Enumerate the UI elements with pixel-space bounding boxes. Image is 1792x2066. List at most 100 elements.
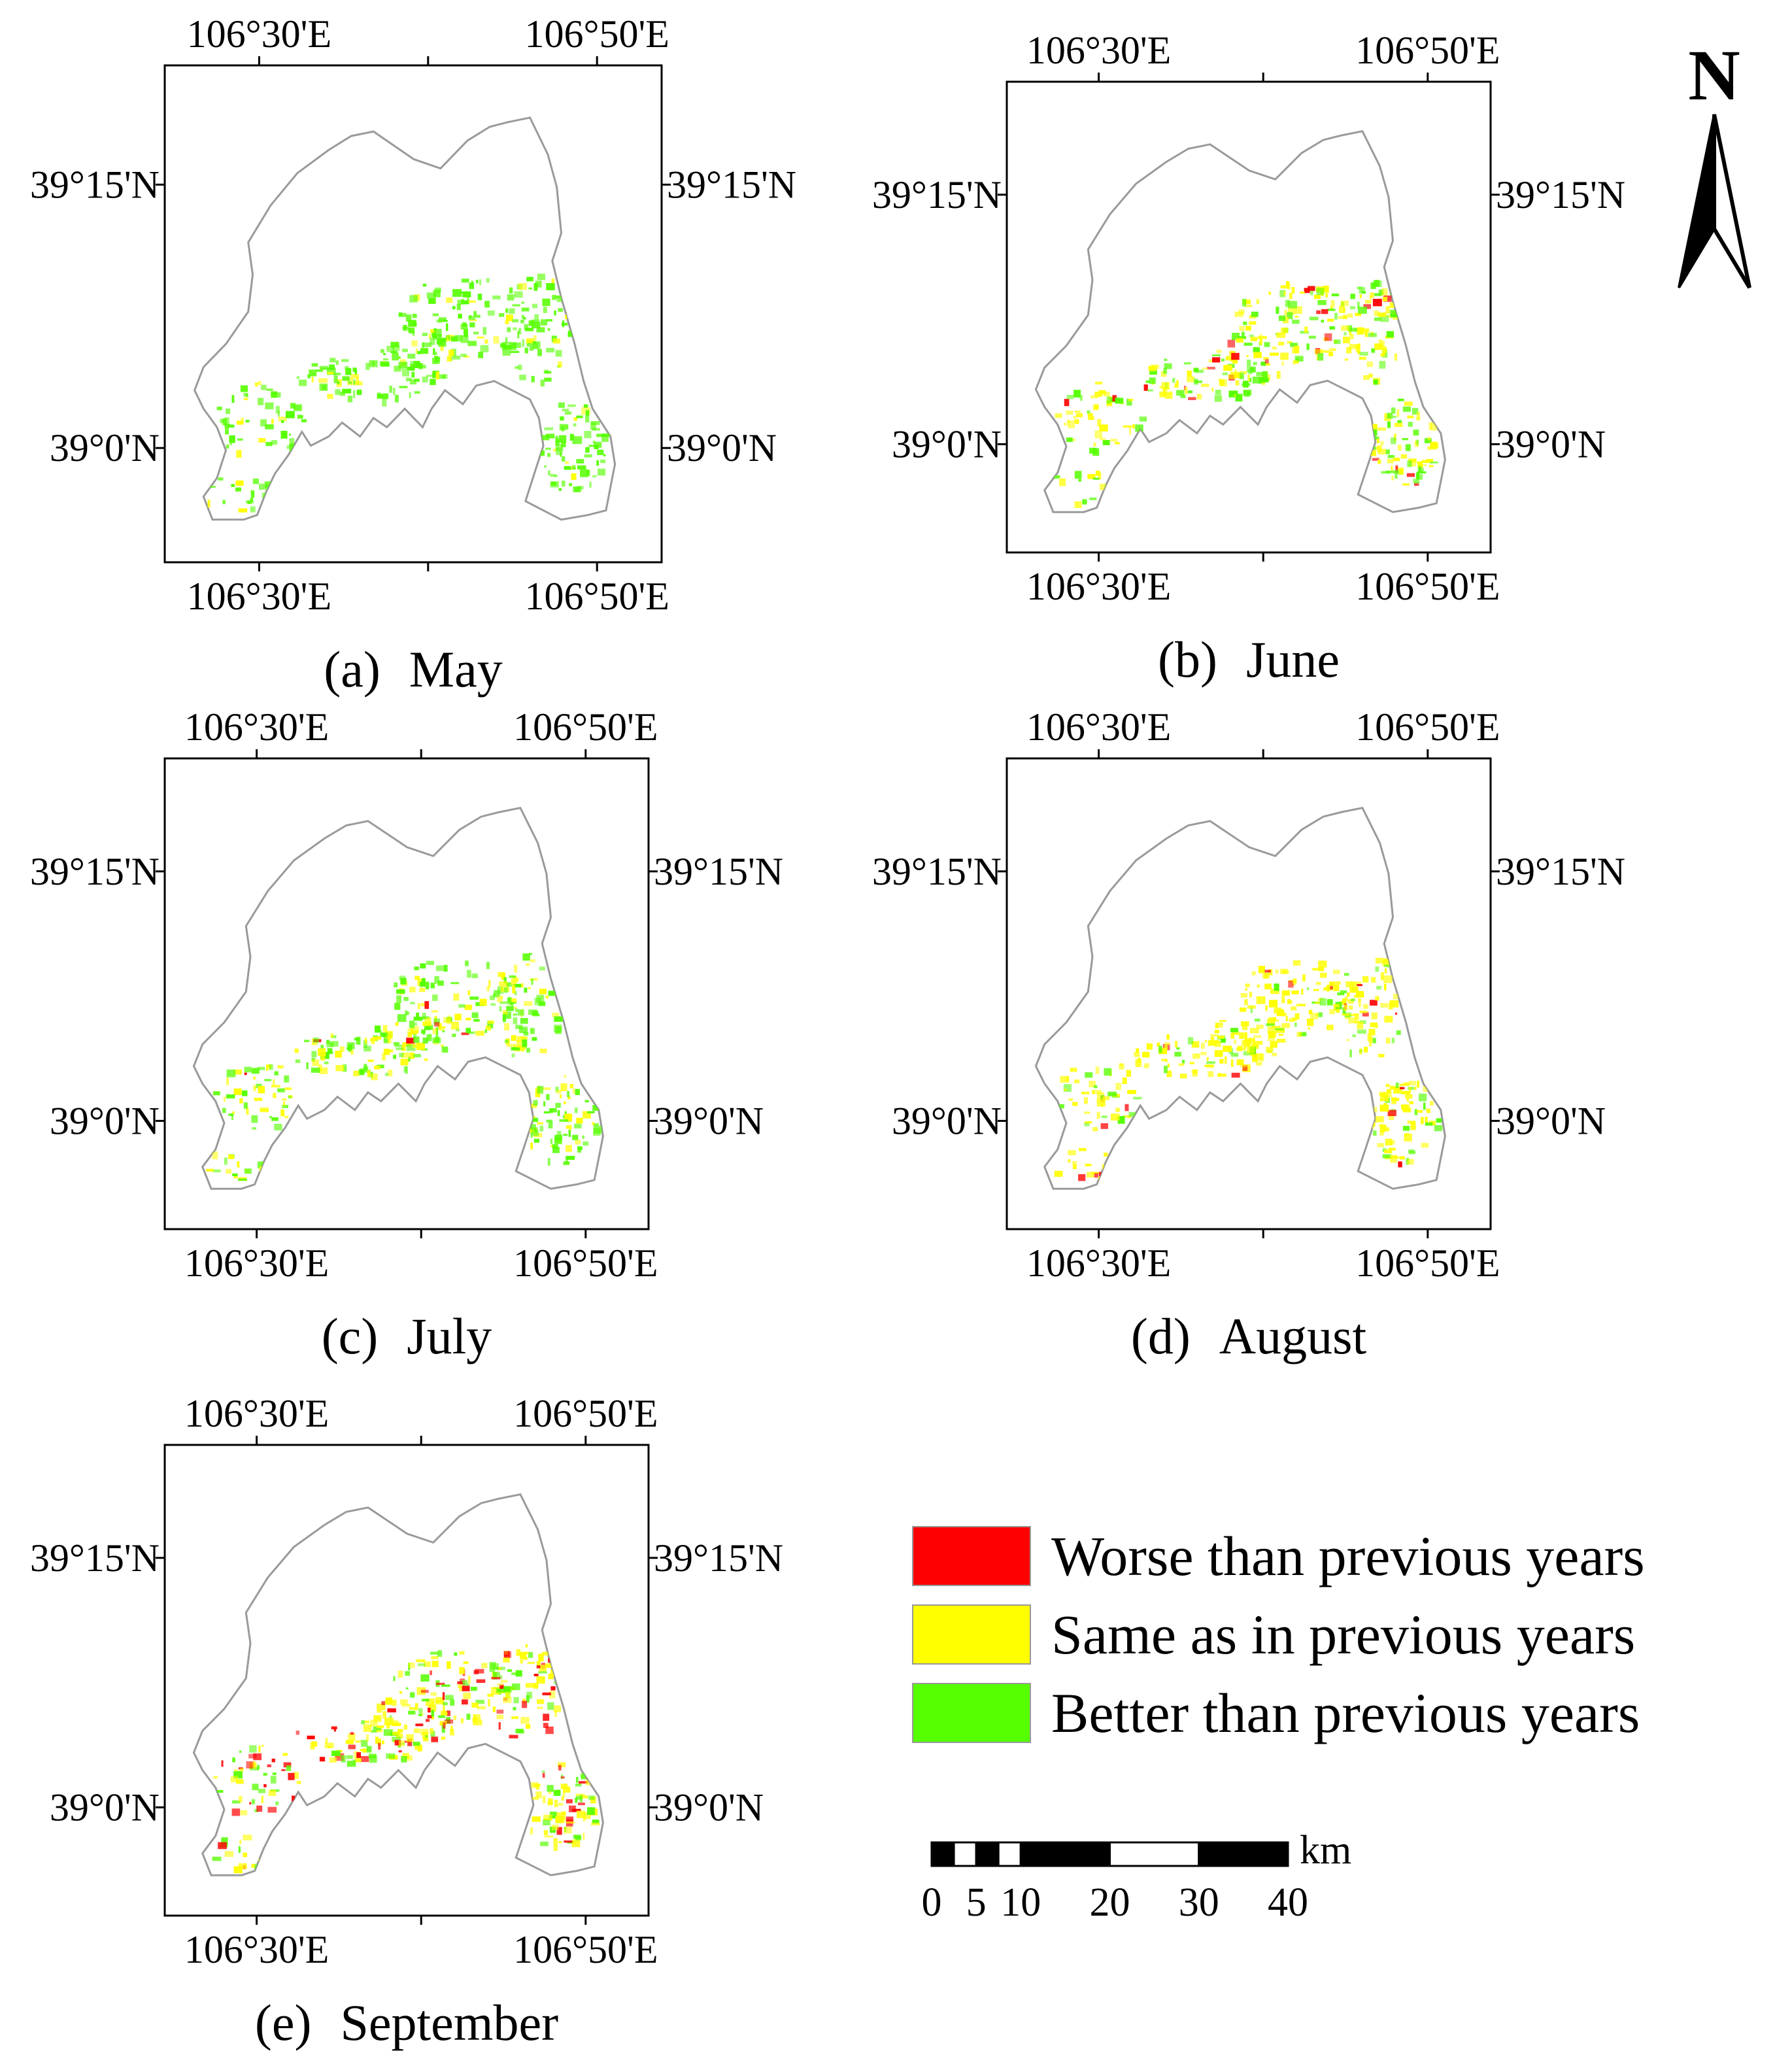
crop-patch [1068, 420, 1075, 428]
lat-label-right: 39°0'N [1496, 422, 1606, 466]
crop-patch [502, 1009, 508, 1015]
crop-patch [536, 1676, 545, 1684]
lat-label-right: 39°15'N [1496, 173, 1625, 216]
crop-patch [1391, 437, 1396, 445]
scale-tick-label: 5 [966, 1880, 987, 1925]
crop-patch [1429, 461, 1438, 464]
crop-patch [533, 1683, 539, 1689]
crop-patch [1235, 380, 1240, 386]
crop-patch [522, 1039, 528, 1047]
crop-patch [1093, 442, 1096, 447]
crop-patch [253, 1076, 256, 1080]
crop-patch [482, 327, 487, 335]
crop-patch [1292, 319, 1300, 324]
crop-patch [537, 1706, 543, 1709]
lat-label-right: 39°0'N [654, 1099, 764, 1142]
crop-patch [285, 411, 295, 418]
crop-patch [471, 1702, 479, 1708]
crop-patch [558, 361, 562, 368]
crop-patch [511, 1035, 516, 1041]
crop-patch [252, 1127, 256, 1130]
crop-patch [471, 974, 478, 979]
crop-patch [1349, 334, 1354, 340]
crop-patch [450, 1729, 454, 1736]
crop-patch [263, 1784, 267, 1787]
crop-patch [575, 1783, 582, 1787]
crop-patch [356, 389, 362, 396]
crop-patch [396, 989, 405, 994]
crop-patch [1143, 384, 1148, 391]
crop-patch [431, 1736, 439, 1742]
crop-patch [542, 1651, 549, 1656]
crop-patch [503, 1697, 512, 1703]
crop-patch [518, 1026, 528, 1034]
crop-patch [1382, 297, 1387, 302]
crop-patch [1247, 360, 1251, 367]
crop-patch [1291, 286, 1295, 294]
crop-patch [477, 294, 482, 300]
crop-patch [1219, 379, 1225, 386]
crop-patch [1250, 1028, 1259, 1034]
crop-patch [535, 1791, 542, 1799]
crop-patch [431, 1010, 438, 1013]
crop-patch [348, 381, 352, 384]
crop-patch [1164, 1045, 1168, 1050]
crop-patch [313, 1037, 320, 1043]
crop-patch [289, 443, 294, 452]
crop-patch [473, 1714, 481, 1721]
crop-patch [1074, 1079, 1080, 1083]
crop-patch [1112, 395, 1117, 402]
crop-patch [1391, 407, 1396, 414]
crop-patch [208, 486, 216, 488]
crop-patch [542, 1692, 551, 1695]
crop-patch [1183, 362, 1191, 365]
crop-patch [1091, 1172, 1100, 1174]
crop-patch [1247, 1005, 1256, 1009]
crop-patch [271, 1085, 280, 1088]
crop-patch [507, 996, 512, 1005]
crop-patch [583, 404, 588, 408]
crop-patch [1230, 1059, 1234, 1068]
crop-patch [434, 975, 439, 984]
crop-patch [1239, 372, 1244, 380]
crop-patch [1225, 1056, 1227, 1064]
crop-patch [395, 1022, 399, 1026]
crop-patch [532, 1117, 539, 1122]
crop-patch [335, 389, 341, 396]
crop-patch [577, 1146, 582, 1153]
crop-patch [317, 1048, 326, 1057]
crop-patch [1390, 309, 1398, 317]
crop-patch [1249, 991, 1253, 998]
crop-patch [420, 1729, 429, 1736]
crop-patch [508, 998, 517, 1003]
crop-patch [573, 486, 581, 492]
crop-patch [1306, 987, 1309, 991]
crop-patch [467, 990, 471, 996]
crop-patch [1135, 1059, 1141, 1068]
crop-patch [1282, 316, 1289, 324]
crop-patch [1291, 990, 1299, 994]
crop-patch [530, 978, 538, 981]
panel-letter: (a) [324, 641, 380, 698]
crop-patch [1375, 966, 1379, 972]
crop-patch [538, 1653, 544, 1662]
crop-patch [370, 1719, 378, 1727]
crop-patch [462, 291, 471, 297]
crop-patch [376, 1729, 383, 1733]
crop-patch [450, 336, 458, 342]
crop-patch [423, 1737, 429, 1742]
crop-patch [277, 1088, 285, 1092]
crop-patch [1302, 974, 1306, 981]
crop-patch [1384, 968, 1387, 974]
crop-patch [543, 1101, 546, 1107]
crop-patch [469, 319, 477, 322]
crop-patch [577, 1810, 585, 1818]
crop-patch [491, 1677, 501, 1680]
crop-patch [412, 313, 417, 318]
crop-patch [556, 438, 561, 442]
crop-patch [1395, 1082, 1399, 1089]
crop-patch [420, 348, 429, 354]
crop-patch [274, 1071, 279, 1075]
crop-patch [541, 1087, 551, 1091]
crop-patch [256, 1083, 262, 1089]
